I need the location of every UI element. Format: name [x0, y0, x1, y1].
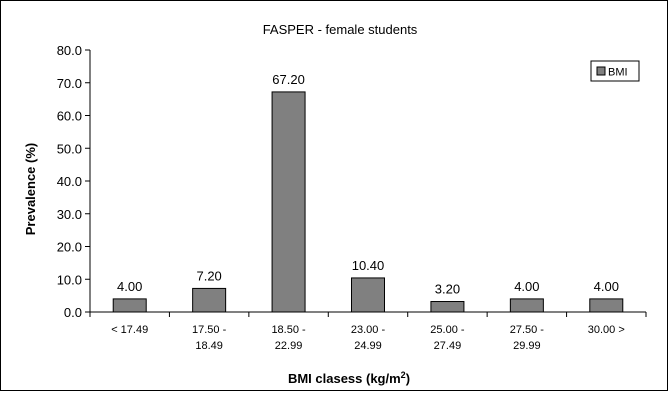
x-tick-label: 18.49 [195, 340, 223, 352]
x-tick-label: 27.50 - [510, 324, 545, 336]
x-tick-label: 27.49 [434, 340, 462, 352]
data-label: 4.00 [594, 279, 619, 294]
bar [430, 301, 465, 313]
data-label: 3.20 [435, 282, 460, 297]
data-label: 4.00 [117, 279, 142, 294]
y-tick-label: 80.0 [57, 43, 82, 58]
legend-label: BMI [608, 67, 628, 79]
plot-area: 0.0 10.0 20.0 30.0 40.0 50.0 60.0 70.0 80.0 4.00 <… [57, 43, 647, 352]
y-tick-label: 40.0 [57, 174, 82, 189]
data-label: 67.20 [272, 72, 305, 87]
data-label: 10.40 [352, 258, 385, 273]
legend-box [590, 60, 640, 82]
y-tick-label: 0.0 [64, 305, 82, 320]
y-tick-label: 50.0 [57, 141, 82, 156]
x-tick-label: 30.00 > [588, 324, 625, 336]
y-tick-label: 10.0 [57, 272, 82, 287]
bar [509, 298, 544, 313]
x-tick-label: 17.50 - [192, 324, 227, 336]
y-tick-label: 20.0 [57, 240, 82, 255]
bar [589, 298, 624, 313]
x-axis-label: BMI clasess (kg/m2) [288, 370, 410, 386]
x-tick-label: 18.50 - [271, 324, 306, 336]
y-tick-label: 70.0 [57, 76, 82, 91]
data-label: 7.20 [196, 268, 221, 283]
chart-title: FASPER - female students [263, 22, 418, 37]
bar [112, 298, 147, 313]
bar [351, 277, 385, 313]
y-tick-label: 30.0 [57, 207, 82, 222]
y-tick-label: 60.0 [57, 109, 82, 124]
data-label: 4.00 [514, 279, 539, 294]
y-axis-label: Prevalence (%) [23, 143, 38, 236]
bar [271, 91, 306, 313]
x-tick-label: 22.99 [275, 340, 303, 352]
x-tick-label: 24.99 [354, 340, 382, 352]
bar [192, 287, 227, 313]
x-tick-label: 25.00 - [430, 324, 465, 336]
x-tick-label: 23.00 - [351, 324, 386, 336]
x-tick-label: < 17.49 [111, 324, 148, 336]
legend-swatch [596, 66, 606, 76]
x-tick-label: 29.99 [513, 340, 541, 352]
